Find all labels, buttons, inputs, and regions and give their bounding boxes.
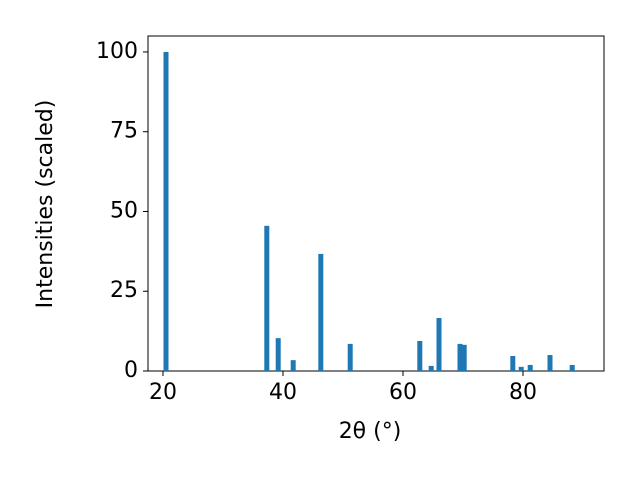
bar xyxy=(347,343,353,371)
y-axis-label: Intensities (scaled) xyxy=(33,100,58,309)
x-tick-label: 60 xyxy=(389,380,417,405)
y-tick-label: 50 xyxy=(110,198,138,223)
x-axis-label: 2θ (°) xyxy=(339,419,402,444)
bar xyxy=(417,341,423,371)
bar xyxy=(527,364,533,371)
y-tick-label: 0 xyxy=(124,358,138,383)
x-tick-label: 40 xyxy=(269,380,297,405)
bar xyxy=(275,338,281,371)
bar xyxy=(461,344,467,371)
bar xyxy=(547,355,553,371)
bar xyxy=(290,360,296,371)
y-tick-label: 25 xyxy=(110,278,138,303)
plot-frame xyxy=(147,35,605,372)
x-tick-label: 80 xyxy=(509,380,537,405)
y-tick-label: 75 xyxy=(110,119,138,144)
bar xyxy=(569,364,575,371)
bar xyxy=(264,225,270,371)
x-tick-label: 20 xyxy=(149,380,177,405)
bar xyxy=(428,365,434,371)
bar xyxy=(518,366,524,371)
bar xyxy=(163,51,169,371)
bar xyxy=(436,318,442,371)
bar xyxy=(318,253,324,371)
y-tick-label: 100 xyxy=(96,39,138,64)
bar xyxy=(457,343,463,371)
bar xyxy=(510,356,516,371)
